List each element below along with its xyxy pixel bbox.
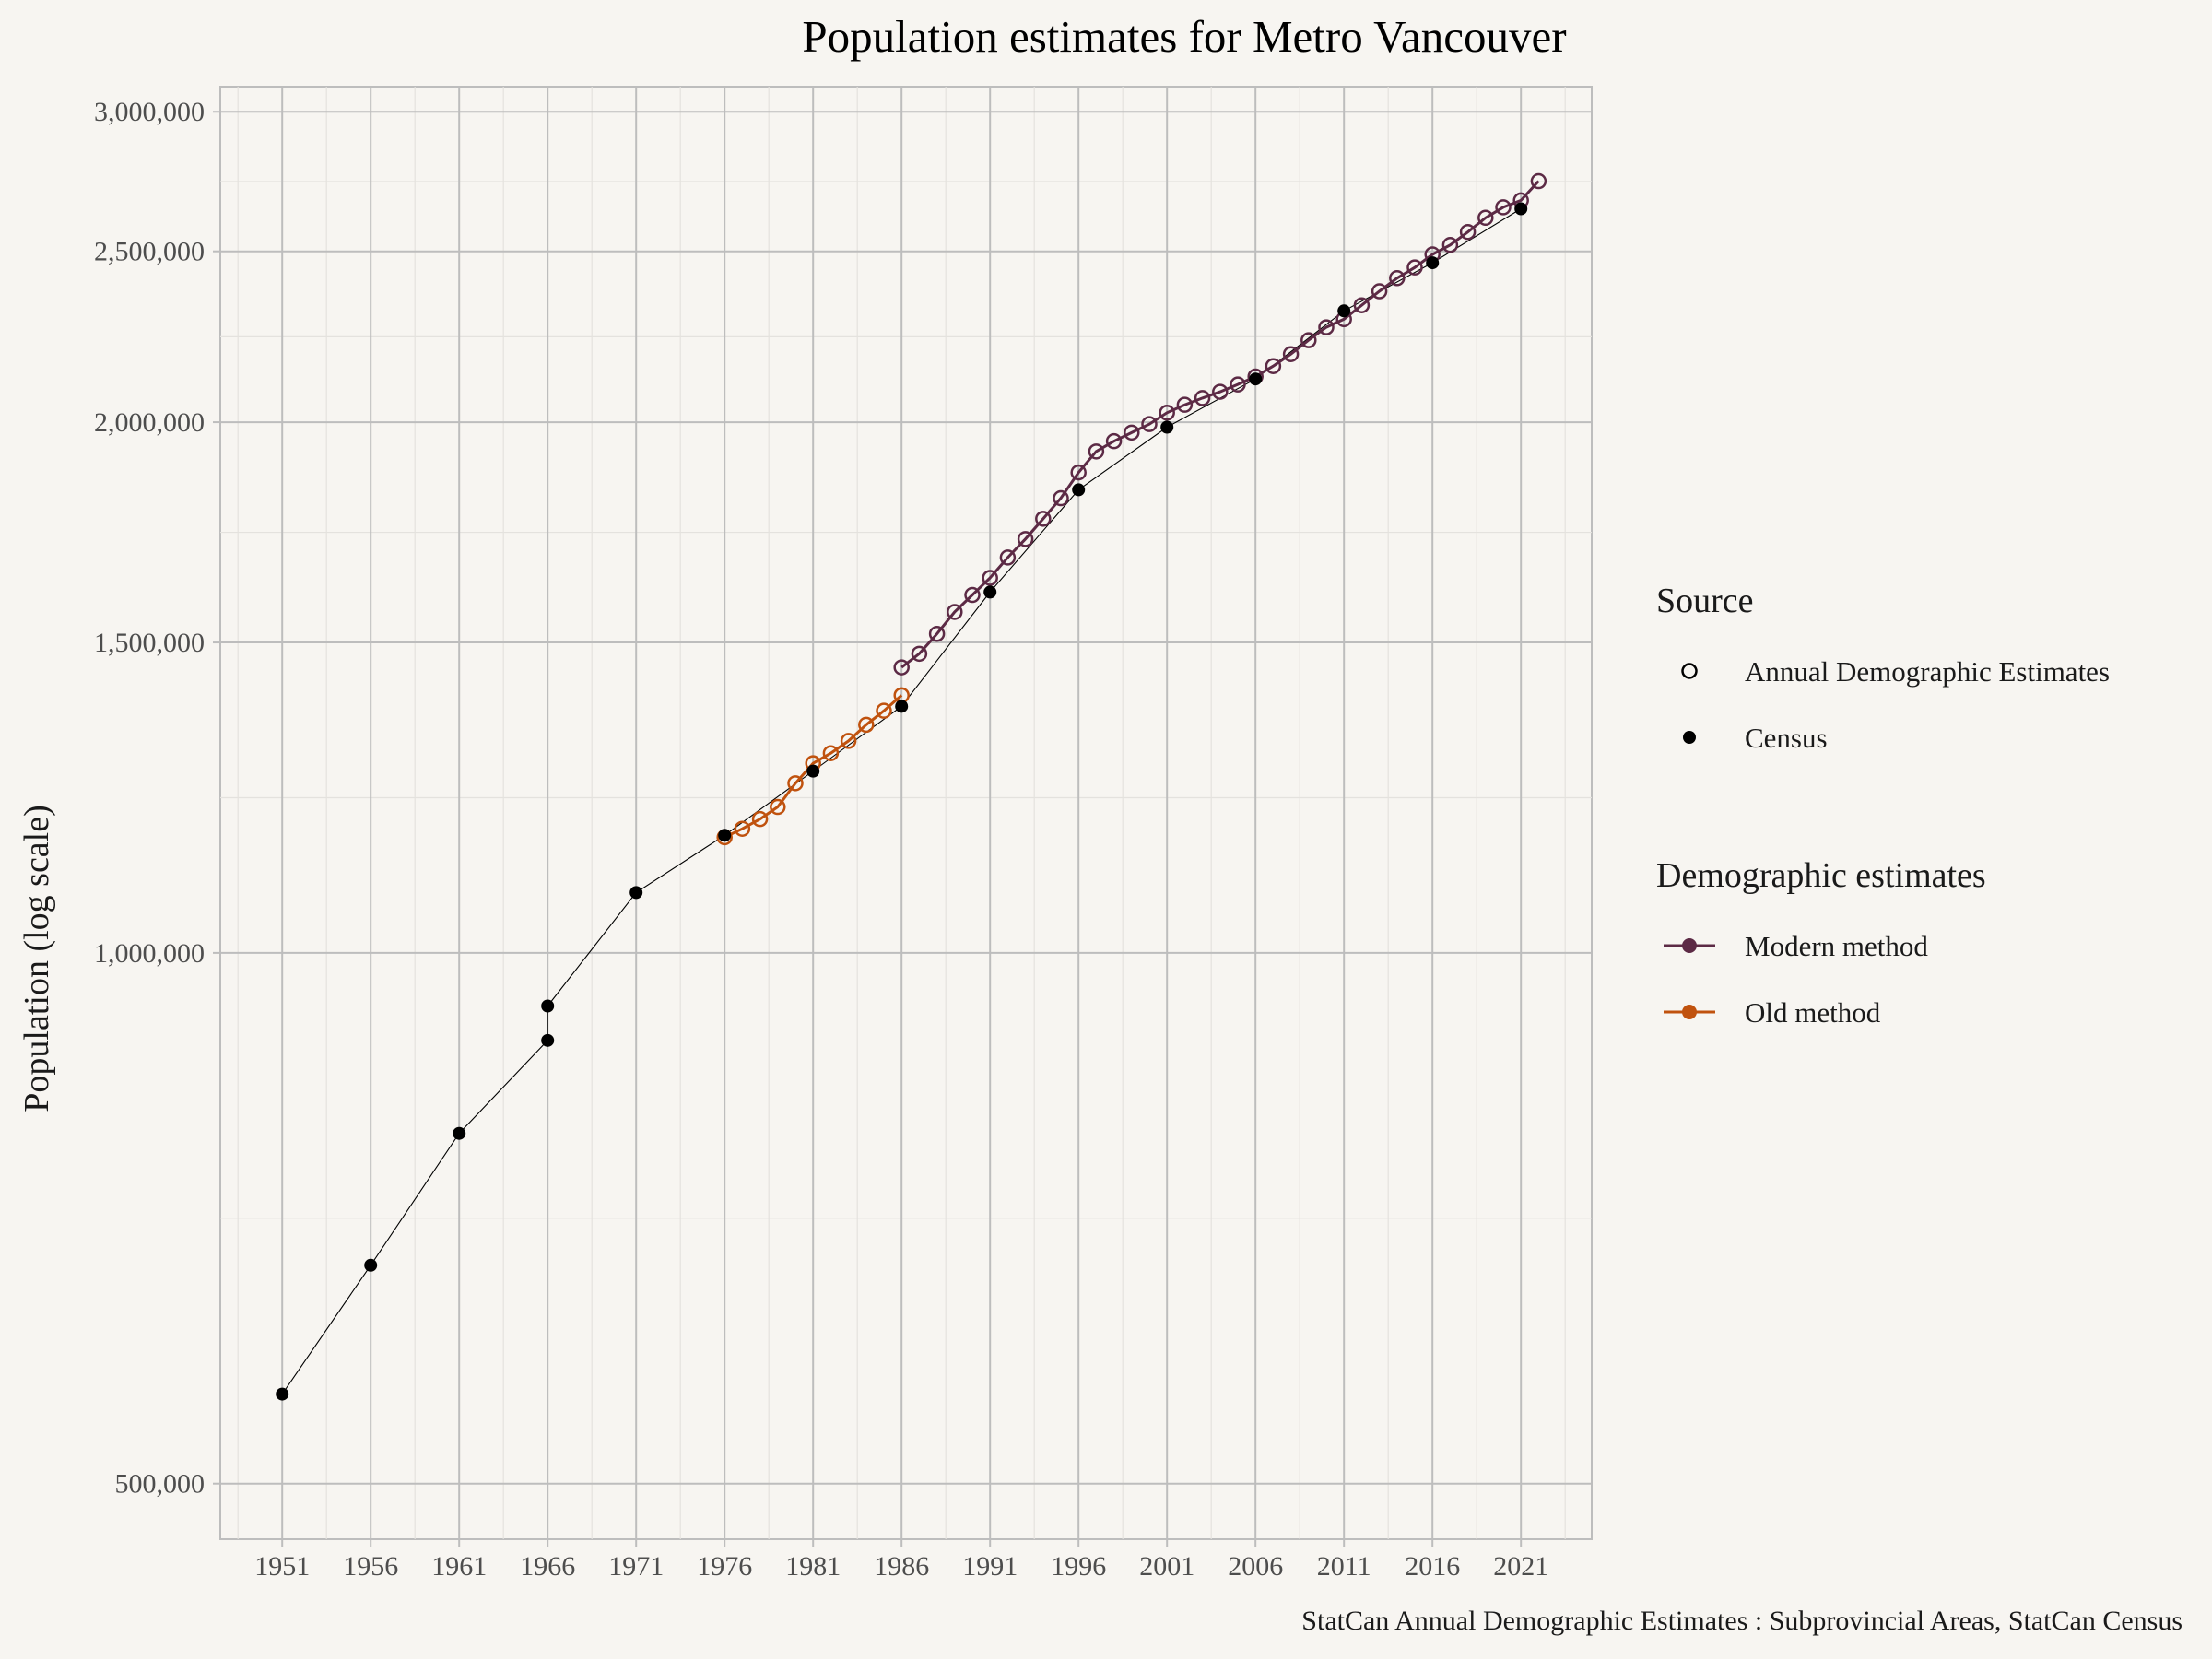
modern-method-line [900, 180, 1540, 669]
modern-method-point [1282, 346, 1300, 362]
modern-method-point [1159, 405, 1175, 421]
modern-method-point [964, 586, 981, 604]
x-tick-label: 1956 [343, 1551, 398, 1582]
y-axis-title: Population (log scale) [18, 805, 56, 1112]
legend-key-old-point [1682, 1005, 1697, 1019]
modern-method-point [1053, 489, 1069, 507]
plot-border [219, 86, 1593, 1540]
x-tick-label: 1971 [608, 1551, 664, 1582]
modern-method-point [1459, 223, 1477, 241]
old-method-point [770, 798, 786, 816]
y-tick-label: 2,500,000 [94, 237, 205, 267]
x-tick-label: 2016 [1405, 1551, 1460, 1582]
plot-area: 1951 1956 1961 1966 1971 1976 1981 1986 1991 1996… [94, 86, 1593, 1582]
census-point [276, 1387, 289, 1401]
modern-method-point [1088, 443, 1105, 460]
census-point [983, 585, 997, 599]
legend-label-annual: Annual Demographic Estimates [1745, 655, 2110, 688]
census-point [1337, 304, 1351, 318]
modern-method-point [1035, 511, 1052, 527]
modern-method-point [1212, 383, 1229, 400]
census-point [1160, 420, 1174, 434]
census-point [895, 700, 909, 713]
legend-method-title: Demographic estimates [1656, 856, 1986, 895]
modern-method-point [1141, 416, 1158, 432]
census-line [281, 208, 1522, 1394]
legend-source-title: Source [1656, 582, 1754, 620]
x-tick-label: 1976 [697, 1551, 752, 1582]
modern-method-point [1353, 297, 1371, 313]
x-tick-label: 1986 [874, 1551, 929, 1582]
x-tick-label: 1961 [431, 1551, 487, 1582]
legend-label-old: Old method [1745, 996, 1881, 1029]
y-tick-label: 3,000,000 [94, 97, 205, 127]
x-tick-label: 1951 [254, 1551, 310, 1582]
modern-method-point [1441, 237, 1459, 253]
modern-method-point [1230, 376, 1246, 393]
y-tick-label: 500,000 [115, 1469, 206, 1500]
modern-method-point [1105, 432, 1123, 450]
legend-key-annual [1681, 663, 1698, 679]
legend-label-census: Census [1745, 722, 1828, 754]
census-point [1249, 372, 1263, 386]
legend-label-modern: Modern method [1745, 930, 1928, 962]
modern-method-point [1300, 332, 1317, 348]
census-point [453, 1126, 466, 1140]
y-tick-label: 1,500,000 [94, 628, 205, 658]
legend: Source Annual Demographic Estimates Cens… [1656, 582, 2110, 1029]
census-point [1514, 202, 1528, 216]
x-tick-label: 1966 [520, 1551, 575, 1582]
census-point [1426, 256, 1440, 270]
modern-method-point [1371, 283, 1388, 300]
y-tick-label: 2,000,000 [94, 407, 205, 438]
old-method-point [840, 733, 857, 749]
modern-method-point [1477, 209, 1494, 227]
x-tick-label: 1996 [1051, 1551, 1106, 1582]
modern-method-point [1124, 424, 1140, 441]
x-tick-label: 2011 [1317, 1551, 1371, 1582]
x-tick-label: 1981 [785, 1551, 841, 1582]
modern-method-point [1495, 199, 1512, 216]
modern-method-point [1194, 390, 1211, 406]
modern-method-point [982, 570, 998, 586]
modern-method-point [928, 625, 946, 642]
modern-method-point [1318, 319, 1335, 335]
modern-method-point [911, 645, 928, 663]
chart-caption: StatCan Annual Demographic Estimates : S… [1301, 1606, 2183, 1636]
legend-key-modern-point [1682, 938, 1697, 953]
modern-method-point [1406, 259, 1423, 276]
old-method-point [734, 820, 751, 837]
census-point [364, 1258, 378, 1272]
y-tick-label: 1,000,000 [94, 938, 205, 969]
old-method-point [787, 775, 804, 792]
census-point [1072, 483, 1086, 497]
modern-method-point [1530, 172, 1547, 190]
x-tick-label: 1991 [962, 1551, 1018, 1582]
census-point [806, 764, 820, 778]
x-tick-label: 2001 [1139, 1551, 1194, 1582]
census-point [541, 1033, 555, 1047]
modern-method-point [1017, 531, 1034, 547]
chart-title: Population estimates for Metro Vancouver [802, 11, 1566, 62]
modern-method-point [1265, 358, 1282, 374]
modern-method-point [1070, 464, 1087, 481]
old-method-point [858, 716, 875, 734]
legend-key-census [1683, 731, 1696, 744]
modern-method-point [999, 549, 1017, 566]
old-method-point [822, 745, 840, 761]
modern-method-point [1176, 396, 1194, 413]
x-tick-label: 2006 [1228, 1551, 1283, 1582]
old-method-point [876, 702, 892, 719]
x-tick-label: 2021 [1493, 1551, 1548, 1582]
census-point [629, 886, 643, 900]
old-method-point [751, 810, 769, 828]
modern-method-point [1389, 270, 1406, 287]
modern-method-point [893, 659, 910, 676]
census-point [718, 829, 732, 842]
modern-method-point [947, 604, 963, 620]
census-point [541, 999, 555, 1013]
